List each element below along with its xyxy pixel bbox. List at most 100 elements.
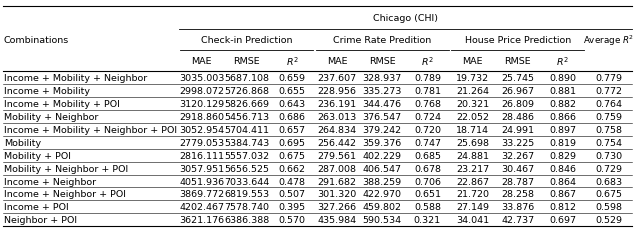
Text: Mobility + POI: Mobility + POI	[4, 151, 72, 160]
Text: 291.682: 291.682	[317, 177, 356, 186]
Text: Income + Mobility: Income + Mobility	[4, 86, 90, 95]
Text: 0.779: 0.779	[595, 74, 622, 82]
Text: 3052.954: 3052.954	[179, 125, 224, 134]
Text: 0.729: 0.729	[595, 164, 622, 173]
Text: 21.720: 21.720	[456, 190, 489, 199]
Text: 0.678: 0.678	[414, 164, 441, 173]
Text: RMSE: RMSE	[504, 57, 531, 66]
Text: 3869.772: 3869.772	[179, 190, 224, 199]
Text: 0.662: 0.662	[278, 164, 305, 173]
Text: MAE: MAE	[327, 57, 348, 66]
Text: 264.834: 264.834	[317, 125, 356, 134]
Text: 0.781: 0.781	[414, 86, 441, 95]
Text: 256.442: 256.442	[317, 138, 356, 147]
Text: Check-in Prediction: Check-in Prediction	[201, 36, 292, 45]
Text: 590.534: 590.534	[363, 216, 402, 224]
Text: Chicago (CHI): Chicago (CHI)	[373, 14, 438, 23]
Text: 0.829: 0.829	[549, 151, 577, 160]
Text: 0.651: 0.651	[414, 190, 441, 199]
Text: 5384.743: 5384.743	[224, 138, 269, 147]
Text: Income + Mobility + POI: Income + Mobility + POI	[4, 99, 120, 108]
Text: 5726.868: 5726.868	[224, 86, 269, 95]
Text: Mobility: Mobility	[4, 138, 42, 147]
Text: 5557.032: 5557.032	[224, 151, 269, 160]
Text: 5656.525: 5656.525	[224, 164, 269, 173]
Text: 0.695: 0.695	[278, 138, 305, 147]
Text: 0.697: 0.697	[549, 216, 577, 224]
Text: 0.819: 0.819	[549, 138, 577, 147]
Text: 0.768: 0.768	[414, 99, 441, 108]
Text: 237.607: 237.607	[317, 74, 356, 82]
Text: Neighbor + POI: Neighbor + POI	[4, 216, 77, 224]
Text: 406.547: 406.547	[363, 164, 402, 173]
Text: 7578.740: 7578.740	[224, 203, 269, 212]
Text: 0.657: 0.657	[278, 125, 305, 134]
Text: 0.864: 0.864	[549, 177, 577, 186]
Text: 0.720: 0.720	[414, 125, 441, 134]
Text: 28.486: 28.486	[501, 112, 534, 121]
Text: 0.789: 0.789	[414, 74, 441, 82]
Text: 26.967: 26.967	[501, 86, 534, 95]
Text: $R^2$: $R^2$	[421, 55, 434, 67]
Text: 0.754: 0.754	[595, 138, 622, 147]
Text: 388.259: 388.259	[363, 177, 402, 186]
Text: 301.320: 301.320	[317, 190, 356, 199]
Text: Income + Mobility + Neighbor: Income + Mobility + Neighbor	[4, 74, 148, 82]
Text: 0.529: 0.529	[595, 216, 622, 224]
Text: 20.321: 20.321	[456, 99, 489, 108]
Text: 22.867: 22.867	[456, 177, 489, 186]
Text: 0.882: 0.882	[549, 99, 577, 108]
Text: $R^2$: $R^2$	[285, 55, 298, 67]
Text: 344.476: 344.476	[363, 99, 402, 108]
Text: 7033.644: 7033.644	[224, 177, 269, 186]
Text: 0.730: 0.730	[595, 151, 622, 160]
Text: 0.683: 0.683	[595, 177, 622, 186]
Text: 0.478: 0.478	[278, 177, 305, 186]
Text: 26.809: 26.809	[501, 99, 534, 108]
Text: 4051.936: 4051.936	[179, 177, 224, 186]
Text: 459.802: 459.802	[363, 203, 402, 212]
Text: 0.866: 0.866	[549, 112, 577, 121]
Text: Combinations: Combinations	[3, 36, 68, 45]
Text: 422.970: 422.970	[363, 190, 402, 199]
Text: MAE: MAE	[462, 57, 483, 66]
Text: $R^2$: $R^2$	[556, 55, 569, 67]
Text: House Price Prediction: House Price Prediction	[465, 36, 571, 45]
Text: 0.675: 0.675	[595, 190, 622, 199]
Text: 28.787: 28.787	[501, 177, 534, 186]
Text: 24.991: 24.991	[501, 125, 534, 134]
Text: Mobility + Neighbor + POI: Mobility + Neighbor + POI	[4, 164, 129, 173]
Text: 328.937: 328.937	[363, 74, 402, 82]
Text: 23.217: 23.217	[456, 164, 489, 173]
Text: 0.643: 0.643	[278, 99, 305, 108]
Text: 27.149: 27.149	[456, 203, 489, 212]
Text: 279.561: 279.561	[317, 151, 356, 160]
Text: Crime Rate Predition: Crime Rate Predition	[333, 36, 431, 45]
Text: Mobility + Neighbor: Mobility + Neighbor	[4, 112, 99, 121]
Text: 22.052: 22.052	[456, 112, 489, 121]
Text: 3621.176: 3621.176	[179, 216, 224, 224]
Text: 0.747: 0.747	[414, 138, 441, 147]
Text: 28.258: 28.258	[501, 190, 534, 199]
Text: 2779.053: 2779.053	[179, 138, 224, 147]
Text: 0.659: 0.659	[278, 74, 305, 82]
Text: 335.273: 335.273	[362, 86, 402, 95]
Text: 42.737: 42.737	[501, 216, 534, 224]
Text: 0.764: 0.764	[595, 99, 622, 108]
Text: 5456.713: 5456.713	[224, 112, 269, 121]
Text: Income + Mobility + Neighbor + POI: Income + Mobility + Neighbor + POI	[4, 125, 177, 134]
Text: 5704.411: 5704.411	[224, 125, 269, 134]
Text: 0.685: 0.685	[414, 151, 441, 160]
Text: 2816.111: 2816.111	[179, 151, 224, 160]
Text: Average $R^2$: Average $R^2$	[583, 33, 634, 48]
Text: 379.242: 379.242	[363, 125, 402, 134]
Text: RMSE: RMSE	[369, 57, 396, 66]
Text: 228.956: 228.956	[317, 86, 356, 95]
Text: 287.008: 287.008	[317, 164, 356, 173]
Text: 0.675: 0.675	[278, 151, 305, 160]
Text: 0.890: 0.890	[549, 74, 577, 82]
Text: 359.376: 359.376	[363, 138, 402, 147]
Text: 24.881: 24.881	[456, 151, 489, 160]
Text: 0.724: 0.724	[414, 112, 441, 121]
Text: 0.846: 0.846	[549, 164, 577, 173]
